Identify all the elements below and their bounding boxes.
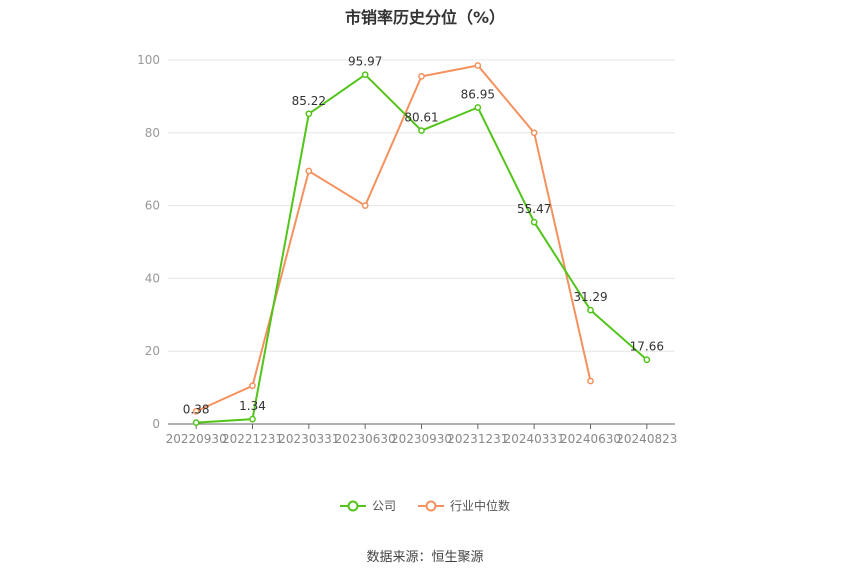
data-point (530, 129, 538, 137)
data-point (643, 356, 651, 364)
data-point (587, 306, 594, 314)
data-point (249, 415, 256, 423)
x-tick-label: 20240331 (504, 432, 565, 446)
x-tick-label: 20240823 (616, 432, 677, 446)
data-source: 数据来源：恒生聚源 (366, 550, 484, 565)
legend-marker-icon (339, 500, 366, 511)
y-tick-label: 80 (145, 126, 160, 140)
data-label: 31.29 (573, 290, 607, 304)
data-label: 0.38 (183, 403, 210, 417)
legend-label: 公司 (371, 499, 396, 513)
data-point (361, 202, 369, 209)
data-point (418, 127, 425, 134)
axes: 0204060801002022093020221231202303312023… (137, 53, 677, 446)
y-tick-label: 100 (137, 53, 160, 67)
legend-label: 行业中位数 (450, 499, 511, 513)
legend-item[interactable]: 行业中位数 (418, 497, 510, 514)
y-tick-label: 40 (145, 271, 160, 285)
x-tick-label: 20220930 (166, 432, 227, 446)
x-tick-label: 20230331 (278, 432, 339, 446)
series-line (196, 73, 648, 424)
data-point (192, 407, 200, 415)
data-point (305, 167, 313, 175)
data-point (249, 382, 256, 390)
x-tick-label: 20240630 (560, 432, 621, 446)
data-point (418, 73, 425, 80)
legend-item[interactable]: 公司 (339, 497, 396, 514)
series (192, 62, 651, 426)
data-point (474, 104, 482, 111)
data-label: 55.47 (517, 202, 551, 216)
data-point (530, 218, 538, 226)
legend-marker-icon (418, 500, 444, 511)
y-tick-label: 0 (152, 417, 160, 431)
data-label: 17.66 (630, 340, 664, 354)
y-tick-label: 20 (145, 344, 160, 358)
data-point (474, 62, 482, 69)
data-point (587, 377, 594, 385)
data-point (192, 419, 200, 426)
grid-lines (168, 59, 675, 352)
legend: 公司 行业中位数 (0, 497, 850, 514)
data-labels: 0.38 1.34 85.22 95.97 80.61 86.95 55.47 31.29 17… (183, 55, 664, 417)
x-tick-label: 20231231 (447, 432, 508, 446)
x-tick-label: 20230630 (335, 432, 396, 446)
data-label: 95.97 (348, 55, 382, 69)
data-label: 85.22 (292, 94, 326, 108)
x-tick-label: 20221231 (222, 432, 283, 446)
data-label: 80.61 (404, 111, 438, 125)
data-label: 86.95 (461, 88, 495, 102)
data-label: 1.34 (239, 399, 266, 413)
x-tick-label: 20230930 (391, 432, 452, 446)
series-line (195, 64, 592, 413)
data-point (361, 71, 369, 79)
y-tick-label: 60 (145, 199, 160, 213)
chart-title: 市销率历史分位（%） (344, 8, 506, 27)
data-point (305, 110, 313, 118)
